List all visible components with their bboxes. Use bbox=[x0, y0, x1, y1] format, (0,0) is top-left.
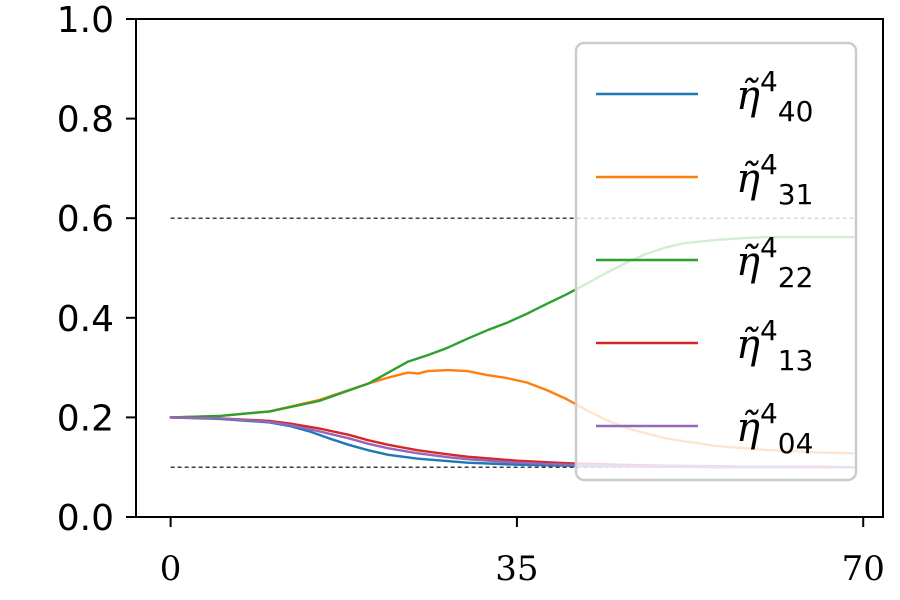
y-tick-label: 0.2 bbox=[57, 398, 114, 439]
legend-label-13: η̃413 bbox=[736, 314, 813, 377]
x-axis: 0 35 70 bbox=[160, 517, 885, 589]
legend-label-31: η̃431 bbox=[736, 148, 813, 211]
plot-frame bbox=[135, 18, 884, 518]
y-axis: 0.0 0.2 0.4 0.6 0.8 1.0 bbox=[57, 0, 136, 539]
y-tick-label: 0.6 bbox=[57, 199, 114, 240]
legend-label-04: η̃404 bbox=[736, 397, 813, 460]
x-tick-label: 35 bbox=[495, 549, 538, 589]
y-tick-label: 0.8 bbox=[57, 100, 114, 141]
legend-box bbox=[574, 41, 858, 482]
x-tick-label: 70 bbox=[842, 549, 885, 589]
legend: η̃440 η̃431 η̃422 η̃413 η̃404 bbox=[574, 41, 858, 482]
y-tick-label: 1.0 bbox=[57, 0, 114, 41]
y-tick-label: 0.4 bbox=[57, 299, 114, 340]
legend-label-40: η̃440 bbox=[736, 65, 813, 128]
x-tick-label: 0 bbox=[160, 549, 182, 589]
y-tick-label: 0.0 bbox=[57, 498, 114, 539]
legend-label-22: η̃422 bbox=[736, 231, 813, 294]
